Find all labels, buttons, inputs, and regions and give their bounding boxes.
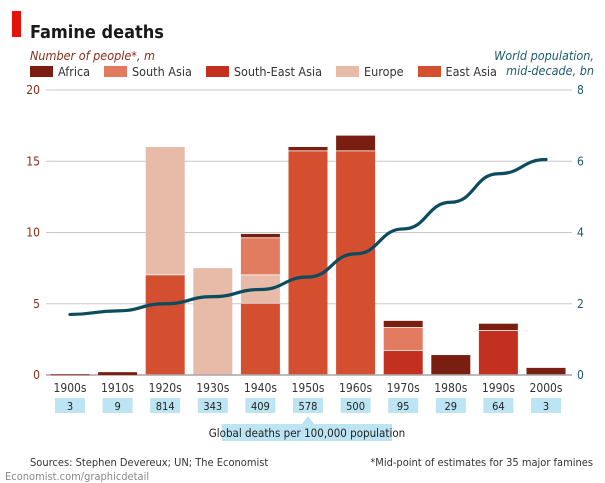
bar-segment-south-asia (240, 238, 280, 275)
legend-swatch (30, 66, 53, 77)
right-tick-label: 6 (577, 154, 584, 168)
bar-segment-africa (288, 147, 328, 151)
deaths-rate-box (340, 398, 371, 413)
left-tick-label: 15 (26, 154, 40, 168)
legend-label: South Asia (132, 64, 192, 79)
left-tick-label: 10 (26, 226, 40, 240)
left-tick-label: 0 (33, 368, 40, 382)
deaths-rate-value: 814 (156, 400, 175, 413)
legend-swatch (417, 66, 441, 77)
deaths-rate-box (245, 398, 276, 413)
legend-label: Africa (58, 64, 91, 79)
deaths-rate-value: 409 (251, 400, 270, 413)
chart-title: Famine deaths (30, 22, 164, 43)
legend-item: South Asia (104, 64, 192, 79)
left-tick-label: 20 (26, 83, 40, 97)
right-axis-title: World population, mid-decade, bn (494, 48, 594, 78)
x-tick-label: 1920s (149, 381, 182, 395)
bar-segment-africa (50, 374, 90, 376)
right-tick-label: 2 (577, 297, 584, 311)
x-tick-label: 1930s (196, 381, 229, 395)
deaths-rate-box (483, 398, 514, 413)
legend-item: Africa (30, 64, 90, 79)
deaths-rate-value: 29 (445, 400, 458, 413)
bar-segment-africa (383, 320, 423, 328)
right-tick-label: 4 (577, 226, 584, 240)
x-tick-label: 1980s (434, 381, 467, 395)
deaths-rate-value: 95 (397, 400, 410, 413)
bar-segment-africa (240, 233, 280, 238)
bar-segment-europe (145, 147, 185, 275)
population-line (68, 157, 548, 317)
legend-swatch (336, 66, 360, 77)
deaths-rate-box (388, 398, 419, 413)
x-tick-label: 1990s (482, 381, 515, 395)
deaths-rate-box (102, 398, 133, 413)
x-tick-label: 1940s (244, 381, 277, 395)
source-url: Economist.com/graphicdetail (5, 470, 150, 483)
legend-swatch (104, 66, 128, 77)
deaths-rate-box (55, 398, 85, 413)
deaths-rate-box (293, 398, 323, 413)
plot-area: 05101520024681900s31910s91920s8141930s34… (26, 83, 584, 441)
bar-segment-east-asia (288, 151, 328, 375)
bar-segment-africa (336, 135, 376, 151)
bar-segment-east-asia (240, 303, 280, 375)
x-tick-label: 1960s (339, 381, 372, 395)
bar-segment-europe (193, 268, 233, 375)
legend-label: East Asia (445, 64, 497, 79)
bar-segment-south-asia (383, 327, 423, 350)
x-tick-label: 2000s (529, 381, 562, 395)
bar-segment-africa (478, 323, 518, 331)
x-tick-label: 1970s (387, 381, 420, 395)
brand-red-tag (12, 11, 21, 37)
x-tick-label: 1910s (101, 381, 134, 395)
x-tick-label: 1950s (291, 381, 324, 395)
sources-note: Sources: Stephen Devereux; UN; The Econo… (30, 456, 269, 469)
bar-segment-south-east-asia (478, 330, 518, 375)
deaths-rate-value: 64 (492, 400, 505, 413)
legend-label: Europe (364, 64, 404, 79)
legend: Africa South Asia South-East Asia Europe Eas… (30, 64, 497, 79)
bar-segment-africa (98, 372, 138, 375)
right-tick-label: 8 (577, 83, 584, 97)
right-axis-title-line1: World population, (494, 48, 594, 63)
deaths-rate-value: 500 (346, 400, 365, 413)
callout-box (222, 424, 392, 441)
legend-item: South-East Asia (205, 64, 323, 79)
deaths-rate-value: 343 (203, 400, 222, 413)
bar-segment-east-asia (145, 275, 185, 375)
bar-segment-africa (431, 355, 471, 375)
deaths-rate-box (531, 398, 561, 413)
legend-item: East Asia (417, 64, 497, 79)
deaths-rate-value: 9 (114, 400, 120, 413)
legend-item: Europe (336, 64, 404, 79)
bar-segment-africa (526, 367, 566, 375)
deaths-rate-box (197, 398, 228, 413)
deaths-rate-box (150, 398, 181, 413)
right-tick-label: 0 (577, 368, 584, 382)
bar-segment-east-asia (336, 151, 376, 375)
deaths-rate-value: 3 (67, 400, 73, 413)
legend-label: South-East Asia (233, 64, 323, 79)
callout-pointer (302, 416, 314, 424)
footnote: *Mid-point of estimates for 35 major fam… (370, 456, 593, 469)
bar-segment-south-east-asia (383, 350, 423, 375)
right-axis-title-line2: mid-decade, bn (506, 63, 594, 78)
legend-swatch (205, 66, 229, 77)
deaths-rate-box (435, 398, 466, 413)
deaths-rate-value: 578 (299, 400, 318, 413)
left-axis-title: Number of people*, m (30, 48, 155, 63)
left-tick-label: 5 (33, 297, 40, 311)
deaths-rate-value: 3 (543, 400, 549, 413)
x-tick-label: 1900s (53, 381, 86, 395)
callout-label: Global deaths per 100,000 population (209, 426, 405, 440)
